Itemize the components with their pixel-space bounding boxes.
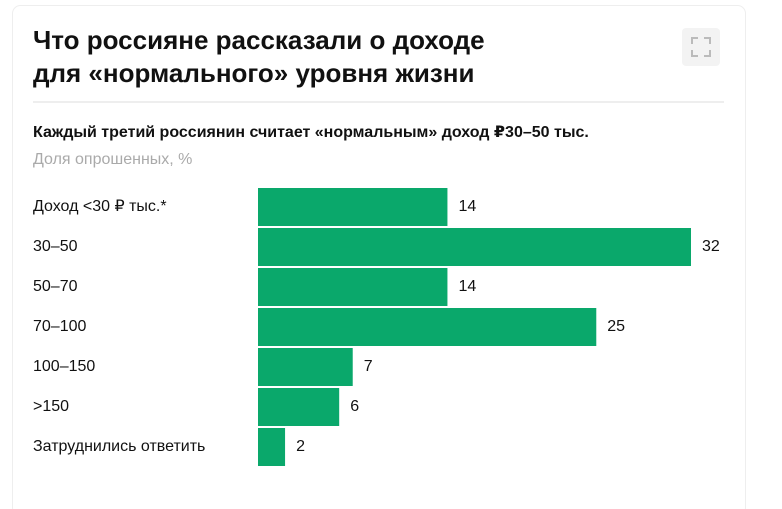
bar [258, 308, 597, 346]
value-label: 32 [702, 238, 720, 255]
category-label: 100–150 [33, 358, 95, 375]
unit-label: Доля опрошенных, % [33, 151, 192, 168]
chart-title: для «нормального» уровня жизни [33, 58, 474, 88]
bar [258, 428, 286, 466]
value-label: 2 [296, 438, 305, 455]
chart-title: Что россияне рассказали о доходе [33, 25, 485, 55]
category-label: >150 [33, 398, 69, 415]
category-label: 70–100 [33, 318, 86, 335]
category-label: Затруднились ответить [33, 438, 205, 455]
value-label: 7 [364, 358, 373, 375]
bar [258, 268, 448, 306]
category-label: 30–50 [33, 238, 78, 255]
value-label: 25 [607, 318, 625, 335]
value-label: 6 [350, 398, 359, 415]
value-label: 14 [458, 278, 476, 295]
category-label: 50–70 [33, 278, 78, 295]
chart-subtitle: Каждый третий россиянин считает «нормаль… [33, 124, 589, 141]
category-label: Доход <30 ₽ тыс.* [33, 198, 167, 215]
bar [258, 188, 448, 226]
value-label: 14 [458, 198, 476, 215]
bar [258, 228, 691, 266]
bar [258, 388, 340, 426]
expand-button[interactable] [682, 28, 720, 66]
bar [258, 348, 353, 386]
